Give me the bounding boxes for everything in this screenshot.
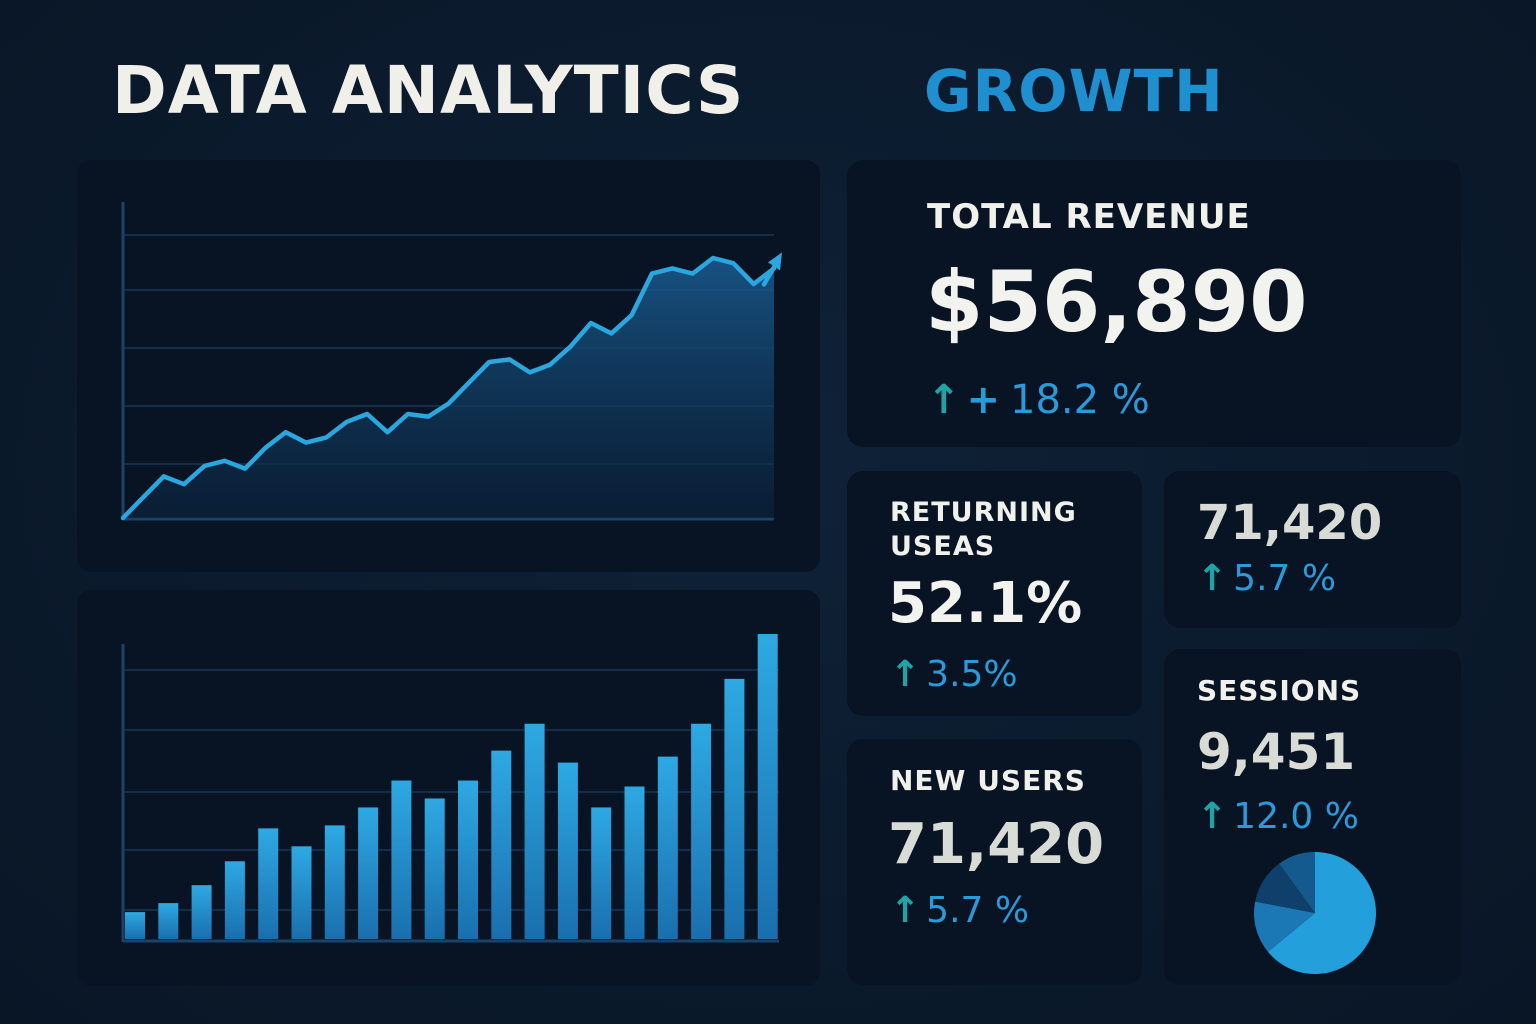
bar-chart-bar <box>324 825 345 939</box>
users-total-value: 71,420 <box>1197 495 1383 551</box>
bar-chart-panel <box>77 590 820 986</box>
delta-sign: + <box>966 377 1001 423</box>
new-users-label: NEW USERS <box>890 764 1086 797</box>
returning-users-label-line2: USEAS <box>890 531 996 562</box>
returning-users-delta: ↑ 3.5% <box>890 657 1018 693</box>
bar-chart-bar <box>258 828 279 939</box>
users-total-delta: ↑ 5.7 % <box>1197 561 1336 597</box>
returning-users-value: 52.1% <box>888 571 1083 636</box>
total-revenue-value: $56,890 <box>925 253 1308 351</box>
line-chart <box>120 202 782 521</box>
arrow-up-icon: ↑ <box>1197 796 1228 837</box>
page-title: DATA ANALYTICS <box>112 52 745 129</box>
new-users-delta-value: 5.7 % <box>926 890 1030 931</box>
bar-chart-bar <box>591 807 612 939</box>
bar-chart-bar <box>491 750 512 939</box>
new-users-card: NEW USERS 71,420 ↑ 5.7 % <box>847 739 1142 985</box>
pie-slice <box>1254 901 1315 952</box>
bar-chart-bar <box>224 861 245 939</box>
users-total-card: 71,420 ↑ 5.7 % <box>1164 471 1461 628</box>
new-users-value: 71,420 <box>888 812 1105 877</box>
bar-chart-bar <box>524 723 545 939</box>
total-revenue-card: TOTAL REVENUE $56,890 ↑ + 18.2 % <box>847 160 1461 447</box>
bar-chart-bar <box>624 786 645 939</box>
arrow-up-icon: ↑ <box>927 377 961 423</box>
bar-chart-bar <box>191 885 212 939</box>
bar-chart-bar <box>557 762 578 939</box>
bar-chart-bar <box>291 846 312 939</box>
arrow-up-icon: ↑ <box>1197 558 1228 599</box>
bar-chart-bar <box>391 780 412 939</box>
pie-slice <box>1255 863 1315 913</box>
pie-slice <box>1279 852 1315 913</box>
bar-chart-bar <box>691 723 712 939</box>
sessions-pie-chart <box>1254 852 1377 974</box>
total-revenue-delta: ↑ + 18.2 % <box>927 380 1150 420</box>
returning-users-card: RETURNING USEAS 52.1% ↑ 3.5% <box>847 471 1142 716</box>
arrow-head-icon <box>768 252 782 271</box>
new-users-delta: ↑ 5.7 % <box>890 893 1029 929</box>
returning-users-delta-value: 3.5% <box>926 654 1018 695</box>
sessions-delta: ↑ 12.0 % <box>1197 799 1359 835</box>
bar-chart-bar <box>424 798 445 939</box>
returning-users-label-line1: RETURNING <box>890 497 1077 528</box>
bar-chart-bar <box>458 780 478 939</box>
bar-chart-bar <box>757 634 778 939</box>
page-subtitle: GROWTH <box>924 57 1224 125</box>
pie-slice <box>1268 852 1377 974</box>
line-chart-panel <box>77 160 820 572</box>
bar-chart-bar <box>158 903 179 939</box>
arrow-up-icon: ↑ <box>890 654 921 695</box>
bar-chart-bar <box>657 756 678 939</box>
line-chart-area <box>123 258 774 518</box>
sessions-label: SESSIONS <box>1197 674 1362 707</box>
bar-chart <box>121 634 779 943</box>
bar-chart-bar <box>358 807 379 939</box>
total-revenue-delta-value: 18.2 % <box>1010 377 1150 423</box>
arrow-up-icon: ↑ <box>890 890 921 931</box>
total-revenue-label: TOTAL REVENUE <box>927 197 1251 237</box>
users-total-delta-value: 5.7 % <box>1233 558 1337 599</box>
sessions-delta-value: 12.0 % <box>1233 796 1359 837</box>
bar-chart-bar <box>125 912 145 939</box>
sessions-card: SESSIONS 9,451 ↑ 12.0 % <box>1164 649 1461 985</box>
bar-chart-bar <box>724 678 745 939</box>
sessions-value: 9,451 <box>1197 723 1356 781</box>
